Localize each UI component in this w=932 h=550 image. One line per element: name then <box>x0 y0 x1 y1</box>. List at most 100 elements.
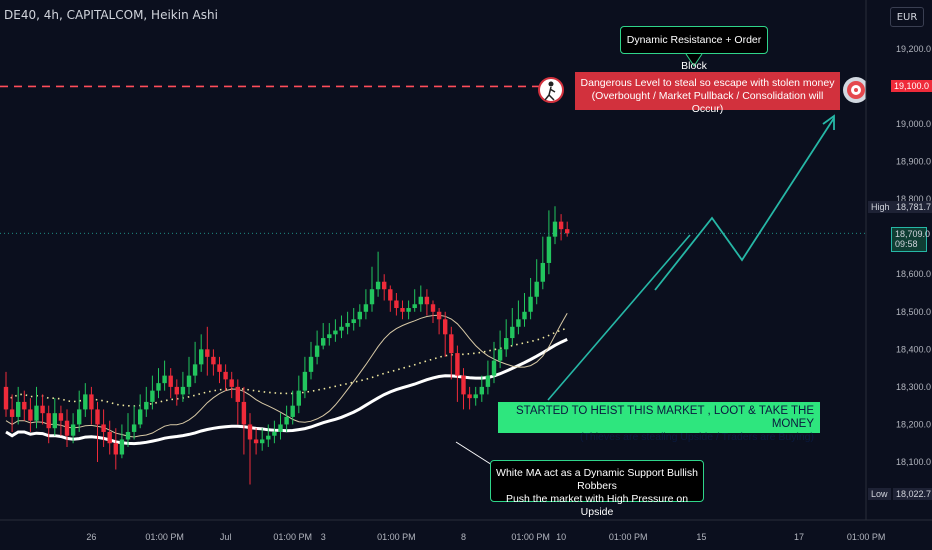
current-price-value: 18,709.0 <box>895 229 931 239</box>
annotation-white-line1: White MA act as a Dynamic Support Bullis… <box>496 467 698 492</box>
chart-title: DE40, 4h, CAPITALCOM, Heikin Ashi <box>4 8 218 22</box>
high-label: High <box>868 201 893 213</box>
candle-body <box>314 345 320 357</box>
high-price-tag: 18,781.7 <box>893 201 932 213</box>
candle-body <box>217 364 222 372</box>
candle-body <box>253 439 259 444</box>
candle-body <box>278 424 283 432</box>
annotation-heist: STARTED TO HEIST THIS MARKET , LOOT & TA… <box>498 402 820 443</box>
y-tick-label: 19,000.0 <box>896 119 931 129</box>
y-tick-label: 18,200.0 <box>896 419 931 429</box>
x-tick-label: 15 <box>696 532 706 542</box>
thief-icon-body <box>544 86 556 101</box>
y-tick-label: 18,800.0 <box>896 194 931 204</box>
projection-arrowhead <box>822 114 835 130</box>
candle-body <box>192 364 198 376</box>
candle-body <box>546 236 552 263</box>
annotation-danger-line2: (Overbought / Market Pullback / Consolid… <box>591 90 824 115</box>
y-tick-label: 18,500.0 <box>896 307 931 317</box>
candle-body <box>150 390 155 402</box>
x-tick-label: 10 <box>556 532 566 542</box>
candle-body <box>400 308 405 312</box>
resistance-price-tag: 19,100.0 <box>891 80 932 92</box>
candle-body <box>363 304 369 312</box>
candle-body <box>473 394 478 399</box>
current-countdown: 09:58 <box>895 239 918 249</box>
currency-button[interactable]: EUR <box>890 7 924 27</box>
annotation-danger: Dangerous Level to steal so escape with … <box>575 72 840 115</box>
candle-body <box>229 379 234 387</box>
candle-body <box>211 356 216 365</box>
candle-body <box>485 375 491 387</box>
candle-body <box>565 229 570 234</box>
x-tick-label: Jul <box>220 532 232 542</box>
trendline-support <box>547 234 691 401</box>
candle-body <box>16 401 21 417</box>
thief-icon-head <box>548 81 554 87</box>
candle-body <box>235 386 240 402</box>
candle-body <box>424 296 430 305</box>
candle-body <box>552 221 558 237</box>
candle-body <box>382 281 387 290</box>
target-icon-center <box>854 88 858 92</box>
candle-body <box>199 349 204 365</box>
annotation-white-line2: Push the market with High Pressure on Up… <box>505 493 689 518</box>
candle-body <box>70 424 76 436</box>
candle-body <box>479 386 484 395</box>
candle-body <box>223 371 228 380</box>
y-tick-label: 18,300.0 <box>896 382 931 392</box>
candle-body <box>83 394 88 410</box>
annotation-dynamic-resistance: Dynamic Resistance + Order Block <box>620 26 768 72</box>
candle-body <box>327 334 332 339</box>
x-tick-label: 01:00 PM <box>145 532 184 542</box>
candle-body <box>558 221 564 230</box>
annotation-white-ma: White MA act as a Dynamic Support Bullis… <box>490 460 704 518</box>
candle-body <box>28 409 33 421</box>
candle-body <box>241 401 247 425</box>
candle-body <box>34 405 39 421</box>
candle-body <box>272 431 277 436</box>
x-tick-label: 8 <box>461 532 466 542</box>
candle-body <box>125 431 131 440</box>
projection-path <box>654 117 835 291</box>
x-tick-label: 01:00 PM <box>847 532 886 542</box>
low-price-tag: 18,022.7 <box>893 488 932 500</box>
candle-body <box>333 330 338 335</box>
candle-body <box>369 289 375 305</box>
annotation-heist-line1: STARTED TO HEIST THIS MARKET , LOOT & TA… <box>515 405 814 430</box>
candle-body <box>357 311 362 320</box>
candle-body <box>144 401 149 410</box>
candle-body <box>205 349 210 357</box>
candle-body <box>540 262 545 282</box>
candle-body <box>22 401 27 410</box>
candle-body <box>290 405 295 417</box>
candle-body <box>52 413 57 429</box>
candle-body <box>46 413 51 429</box>
candle-body <box>534 281 539 297</box>
candle-body <box>394 300 399 309</box>
candle-body <box>388 289 393 301</box>
candle-body <box>345 323 350 327</box>
candle-body <box>510 326 515 339</box>
candle-body <box>95 409 100 425</box>
candle-body <box>131 424 137 432</box>
candle-body <box>491 360 497 376</box>
annotation-pointer <box>685 53 703 67</box>
low-label: Low <box>868 488 891 500</box>
candle-body <box>516 319 521 327</box>
y-tick-label: 19,200.0 <box>896 44 931 54</box>
candle-body <box>522 311 527 320</box>
x-tick-label: 01:00 PM <box>511 532 550 542</box>
x-tick-label: 17 <box>794 532 804 542</box>
candle-body <box>107 431 112 444</box>
candle-body <box>260 439 265 444</box>
candle-body <box>467 394 472 399</box>
candle-body <box>406 308 411 312</box>
candle-body <box>138 409 143 425</box>
candle-body <box>461 375 466 395</box>
x-tick-label: 01:00 PM <box>273 532 312 542</box>
candle-body <box>58 413 64 421</box>
candle-body <box>156 383 161 391</box>
candle-body <box>504 338 509 350</box>
candle-body <box>418 296 423 305</box>
